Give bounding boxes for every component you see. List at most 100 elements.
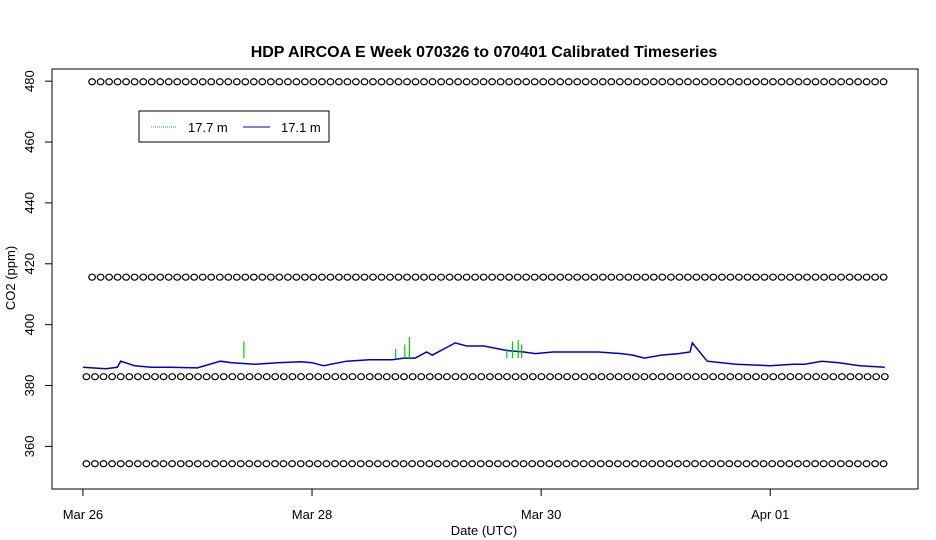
calibration-point (228, 460, 237, 468)
calibration-point (241, 78, 250, 86)
calibration-point (451, 460, 459, 468)
calibration-point (479, 78, 488, 86)
calibration-point (786, 273, 794, 281)
calibration-point (683, 373, 692, 381)
calibration-point (836, 460, 845, 468)
calibration-point (641, 78, 650, 86)
calibration-point (838, 373, 846, 381)
calibration-point (258, 273, 267, 281)
y-tick-label: 440 (22, 192, 37, 214)
calibration-point (571, 460, 579, 468)
calibration-point (726, 373, 735, 381)
legend-box (138, 110, 330, 143)
calibration-point (607, 78, 616, 86)
calibration-point (752, 373, 760, 381)
calibration-point (546, 373, 554, 381)
calibration-point (522, 78, 531, 86)
calibration-point (266, 78, 275, 86)
calibration-point (236, 373, 245, 381)
calibration-point (777, 273, 786, 281)
calibration-point (786, 373, 795, 381)
calibration-point (442, 460, 451, 468)
calibration-point (454, 273, 463, 281)
calibration-point (536, 460, 545, 468)
calibration-point (108, 373, 116, 381)
calibration-point (701, 273, 709, 281)
calibration-point (563, 373, 571, 381)
calibration-point (99, 460, 108, 468)
calibration-point (879, 460, 888, 468)
calibration-point (125, 373, 134, 381)
calibration-point (769, 78, 777, 86)
calibration-point (249, 78, 258, 86)
calibration-point (420, 78, 428, 86)
calibration-point (219, 460, 228, 468)
calibration-point (284, 273, 292, 281)
calibration-point (871, 460, 879, 468)
calibration-point (794, 273, 803, 281)
calibration-point (709, 78, 718, 86)
calibration-point (211, 460, 219, 468)
calibration-point (854, 273, 862, 281)
calibration-point (356, 460, 365, 468)
calibration-point (331, 373, 340, 381)
calibration-point (245, 460, 254, 468)
calibration-point (326, 273, 335, 281)
calibration-point (598, 273, 607, 281)
calibration-point (657, 373, 666, 381)
calibration-point (880, 373, 889, 381)
calibration-point (232, 78, 241, 86)
calibration-point (717, 373, 726, 381)
calibration-point (198, 273, 207, 281)
calibration-point (590, 273, 599, 281)
calibration-point (615, 78, 624, 86)
calibration-point (812, 373, 820, 381)
calibration-point (708, 460, 717, 468)
calibration-point (437, 78, 446, 86)
calibration-point (513, 273, 522, 281)
calibration-point (494, 373, 503, 381)
calibration-point (684, 273, 692, 281)
calibration-point (181, 273, 190, 281)
calibration-point (122, 273, 130, 281)
calibration-point (699, 460, 708, 468)
x-tick-label: Mar 28 (292, 507, 332, 522)
calibration-point (219, 373, 228, 381)
chart-title: HDP AIRCOA E Week 070326 to 070401 Calib… (251, 44, 718, 61)
calibration-point (871, 273, 879, 281)
calibration-point (795, 373, 803, 381)
calibration-point (539, 273, 548, 281)
calibration-point (309, 273, 318, 281)
calibration-point (314, 373, 323, 381)
calibration-point (624, 273, 633, 281)
calibration-point (632, 273, 641, 281)
calibration-point (130, 273, 139, 281)
calibration-point (623, 373, 632, 381)
calibration-point (377, 78, 386, 86)
calibration-point (288, 460, 297, 468)
calibration-point (468, 373, 477, 381)
calibration-point (335, 273, 343, 281)
calibration-point (459, 460, 468, 468)
calibration-point (224, 273, 233, 281)
calibration-point (496, 273, 505, 281)
calibration-point (88, 78, 96, 86)
series-line-17-1m (82, 341, 885, 370)
calibration-point (520, 373, 529, 381)
calibration-point (301, 273, 309, 281)
calibration-point (113, 273, 122, 281)
calibration-point (391, 460, 399, 468)
calibration-point (862, 78, 871, 86)
calibration-point (417, 373, 426, 381)
calibration-point (648, 460, 657, 468)
calibration-point (666, 373, 675, 381)
calibration-point (743, 373, 752, 381)
calibration-point (190, 78, 199, 86)
calibration-point (667, 78, 675, 86)
calibration-point (571, 373, 580, 381)
calibration-point (125, 460, 134, 468)
x-axis: Mar 26 Mar 28 Mar 30 Apr 01 (63, 488, 789, 522)
calibration-point (496, 78, 505, 86)
calibration-point (522, 273, 531, 281)
calibration-point (147, 78, 156, 86)
